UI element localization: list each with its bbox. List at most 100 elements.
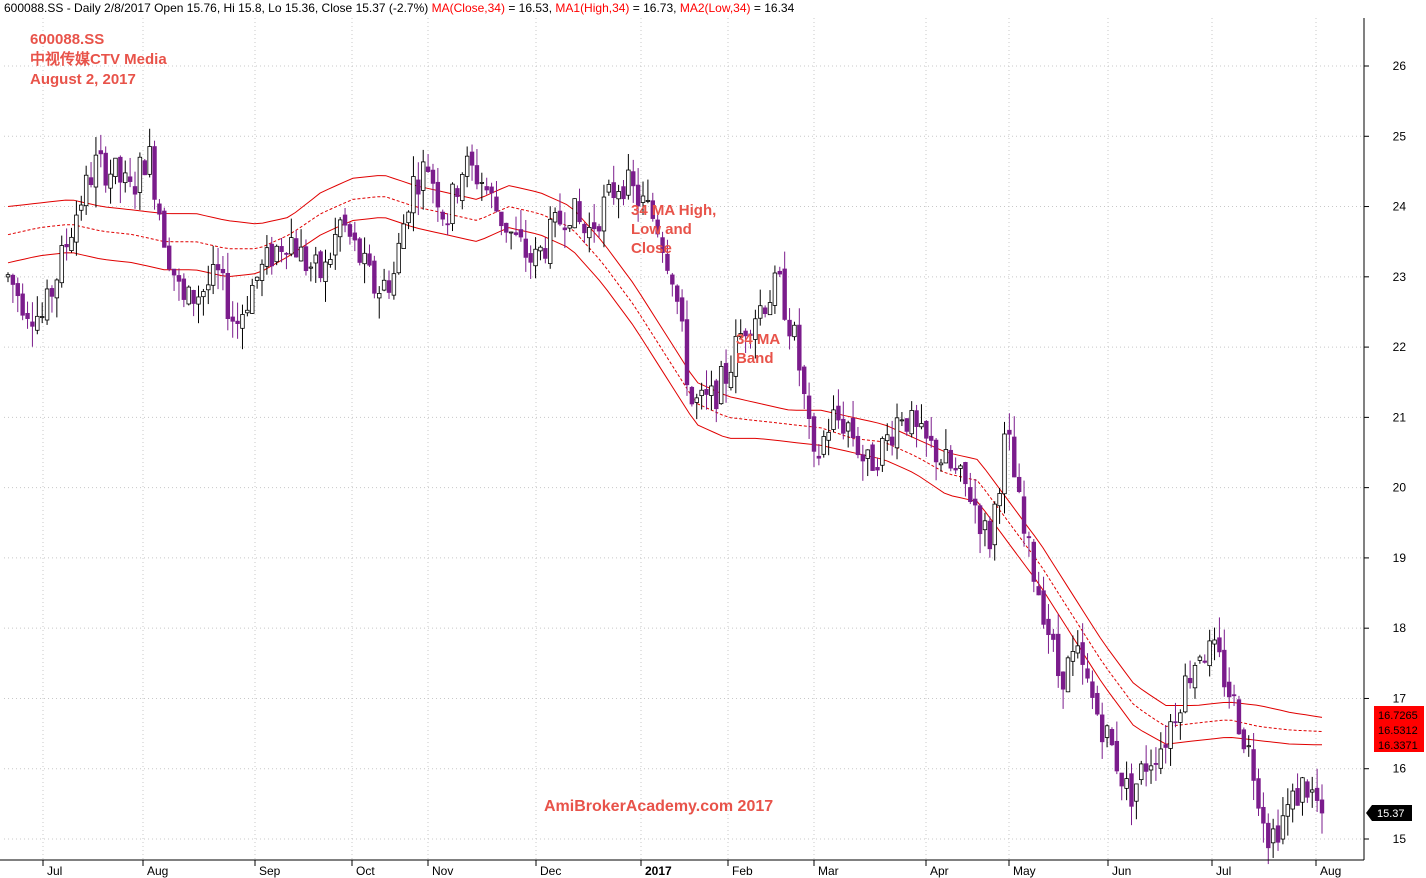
- candle-body: [210, 264, 216, 286]
- candle-body: [523, 238, 528, 258]
- candle-body: [474, 165, 480, 185]
- candle: [1090, 670, 1095, 710]
- candle-body: [1197, 656, 1203, 661]
- candle-body: [74, 214, 79, 243]
- candle: [831, 395, 836, 433]
- candle: [728, 355, 734, 391]
- candle-body: [240, 314, 245, 329]
- candle: [391, 261, 397, 300]
- candle-body: [1261, 806, 1266, 824]
- candle-body: [635, 184, 641, 207]
- candle: [611, 165, 616, 205]
- candle-body: [1236, 699, 1242, 735]
- candle-body: [1187, 677, 1193, 684]
- candle: [850, 400, 856, 447]
- candle: [191, 289, 196, 317]
- candle: [972, 478, 978, 524]
- candle: [1148, 749, 1154, 784]
- candle: [1031, 539, 1036, 593]
- candle: [548, 206, 553, 269]
- candle-body: [894, 417, 900, 449]
- candle-body: [870, 444, 875, 471]
- candle: [83, 165, 89, 215]
- candle: [157, 199, 162, 221]
- candle: [445, 213, 450, 236]
- candle: [709, 370, 714, 411]
- candle-body: [425, 166, 431, 172]
- candle: [806, 382, 812, 439]
- x-tick-label: Jul: [47, 864, 62, 878]
- candle-body: [1056, 633, 1061, 677]
- candle-body: [220, 268, 226, 274]
- candle: [362, 237, 367, 284]
- candle-body: [308, 266, 314, 269]
- candle: [797, 308, 802, 387]
- candle: [489, 182, 494, 209]
- candle: [308, 262, 314, 282]
- candle: [240, 304, 245, 350]
- candle-body: [1139, 763, 1144, 781]
- candle: [1012, 416, 1017, 478]
- candle: [684, 300, 690, 396]
- candle: [367, 244, 372, 267]
- candle: [1129, 763, 1134, 826]
- candle-body: [15, 283, 20, 297]
- candle: [10, 273, 16, 303]
- candle: [494, 181, 499, 213]
- candle-body: [1178, 712, 1183, 723]
- candle-body: [30, 321, 35, 327]
- candle: [635, 168, 641, 222]
- candle-body: [259, 263, 265, 281]
- candle-body: [1143, 763, 1149, 772]
- candle: [372, 255, 377, 299]
- candle-body: [1070, 651, 1076, 662]
- candle: [513, 216, 519, 237]
- x-tick-label: Jun: [1112, 864, 1131, 878]
- candle: [20, 283, 25, 321]
- candle: [264, 235, 270, 275]
- candle-body: [298, 246, 304, 262]
- candle: [1036, 571, 1041, 596]
- candle: [1256, 768, 1261, 816]
- candle: [377, 286, 382, 319]
- candle-body: [1192, 664, 1198, 689]
- candle-body: [337, 219, 343, 238]
- x-tick-label: Dec: [540, 864, 561, 878]
- annotation-band-1: 34 MA: [736, 331, 780, 348]
- candle-body: [10, 274, 16, 285]
- candle-body: [596, 226, 602, 232]
- candle: [1016, 463, 1022, 494]
- candle-body: [93, 154, 99, 188]
- candle: [601, 184, 607, 248]
- candle-body: [684, 319, 690, 386]
- candle-body: [1319, 799, 1325, 814]
- candle-body: [69, 236, 74, 252]
- candle-body: [279, 246, 284, 252]
- candle-body: [455, 188, 460, 197]
- candle: [74, 200, 79, 256]
- candle-body: [1314, 787, 1320, 801]
- candle-body: [396, 242, 401, 274]
- candle: [645, 179, 651, 204]
- candle: [958, 464, 963, 482]
- candle-body: [689, 386, 695, 405]
- candle-body: [303, 246, 309, 272]
- candle: [210, 245, 216, 295]
- candle: [469, 144, 475, 181]
- candle: [220, 255, 226, 291]
- candle-body: [88, 177, 94, 186]
- candle: [123, 160, 128, 193]
- x-tick-label: 2017: [645, 864, 672, 878]
- candle-body: [738, 333, 743, 338]
- candle-body: [440, 211, 445, 220]
- candle-body: [714, 380, 719, 410]
- candle-body: [142, 160, 147, 176]
- candle: [1222, 629, 1227, 697]
- candle-body: [1241, 729, 1247, 750]
- candle: [504, 222, 509, 243]
- candle: [298, 229, 304, 262]
- candle-body: [381, 279, 387, 291]
- candle: [792, 321, 797, 341]
- candle-body: [386, 280, 392, 293]
- candle-body: [782, 268, 787, 320]
